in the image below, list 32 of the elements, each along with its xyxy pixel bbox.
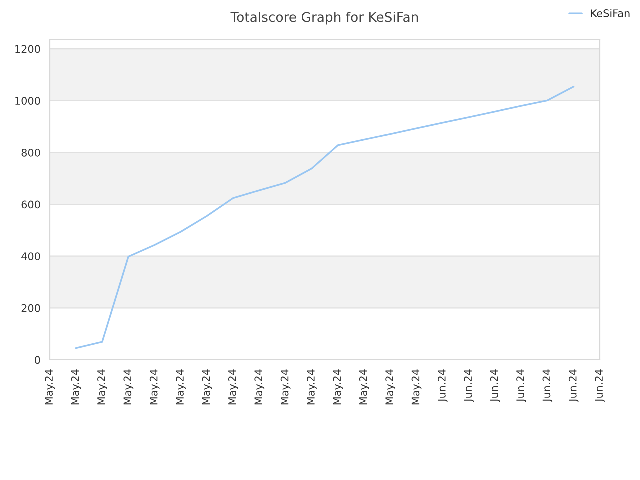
x-tick-label: Jun.24: [490, 370, 500, 402]
x-tick-label: May.24: [176, 370, 186, 405]
x-tick-label: May.24: [228, 370, 238, 405]
legend-label: KeSiFan: [591, 9, 630, 18]
x-tick-label: May.24: [98, 370, 108, 405]
x-tick-label: May.24: [280, 370, 291, 405]
x-tick-label: May.24: [307, 370, 317, 405]
y-tick-label: 400: [22, 252, 40, 260]
line-series: [75, 86, 575, 350]
x-tick-label: May.24: [124, 370, 134, 405]
x-tick-label: May.24: [254, 370, 265, 405]
y-tick-label: 1000: [16, 97, 40, 105]
y-tick-label: 0: [35, 356, 40, 364]
x-tick-label: May.24: [386, 370, 396, 405]
x-tick-label: Jun.24: [542, 370, 553, 402]
x-tick-label: May.24: [333, 370, 344, 405]
x-tick-label: Jun.24: [438, 370, 448, 402]
x-tick-label: May.24: [150, 370, 160, 405]
x-tick-label: Jun.24: [568, 370, 579, 402]
x-tick-label: May.24: [412, 370, 422, 405]
x-tick-label: May.24: [71, 370, 82, 405]
x-tick-label: Jun.24: [595, 370, 605, 402]
y-tick-label: 800: [22, 148, 40, 157]
x-tick-label: Jun.24: [516, 370, 526, 402]
x-tick-label: May.24: [202, 370, 212, 405]
y-tick-label: 200: [22, 304, 40, 312]
y-tick-label: 1200: [16, 45, 40, 54]
x-tick-label: Jun.24: [464, 370, 474, 402]
chart-title: Totalscore Graph for KeSiFan: [230, 12, 418, 25]
y-tick-label: 600: [22, 200, 40, 209]
x-tick-label: May.24: [359, 370, 370, 405]
x-tick-label: May.24: [45, 370, 56, 405]
